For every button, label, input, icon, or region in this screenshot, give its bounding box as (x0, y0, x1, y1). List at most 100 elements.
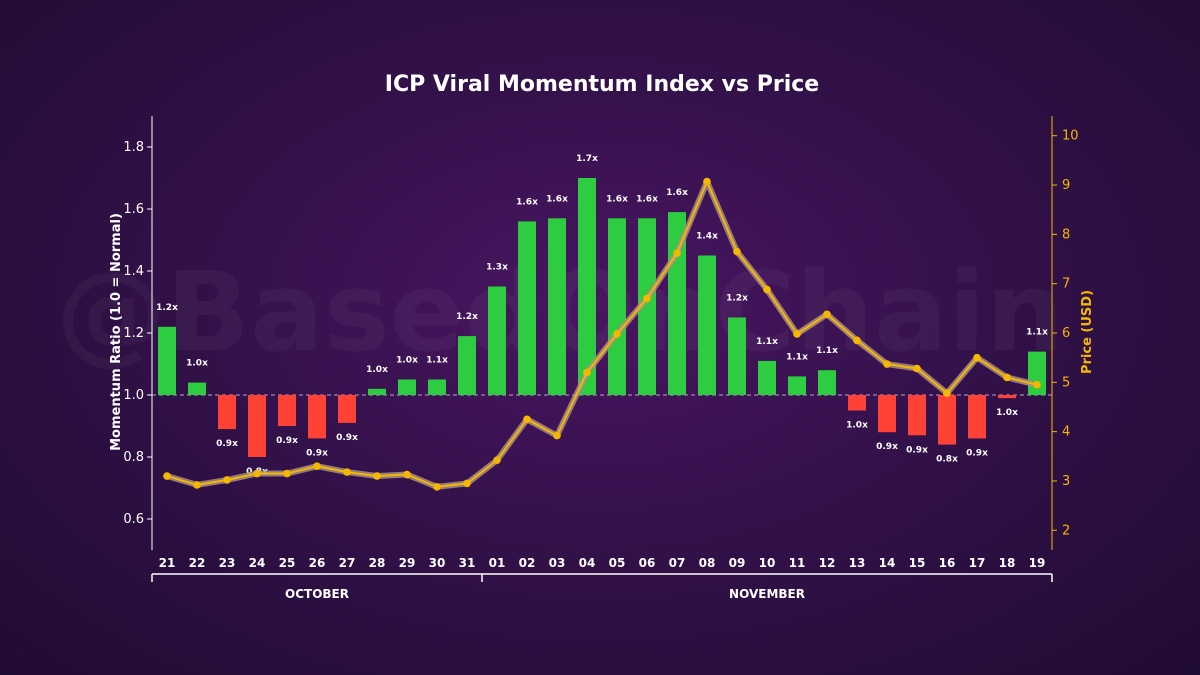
momentum-bar (428, 379, 446, 395)
momentum-bar (608, 218, 626, 395)
x-tick-label: 22 (189, 556, 206, 570)
price-point (1033, 380, 1041, 389)
y-right-tick-label: 5 (1062, 375, 1070, 390)
momentum-bar (848, 395, 866, 411)
bar-value-label: 1.0x (186, 359, 208, 369)
x-tick-label: 25 (279, 556, 296, 570)
price-point (673, 249, 681, 257)
momentum-bar (338, 395, 356, 423)
momentum-bar (488, 286, 506, 395)
y-axis-left-label: Momentum Ratio (1.0 = Normal) (109, 213, 124, 451)
x-tick-label: 28 (369, 556, 386, 570)
price-point (223, 476, 231, 484)
price-point (523, 415, 531, 424)
price-point (343, 468, 351, 476)
x-tick-label: 02 (519, 556, 536, 570)
x-tick-label: 14 (879, 556, 896, 570)
x-tick-label: 07 (669, 556, 686, 570)
y-left-tick-label: 0.8 (123, 450, 144, 465)
y-right-tick-label: 3 (1062, 474, 1070, 489)
bar-value-label: 1.2x (456, 312, 478, 322)
x-tick-label: 11 (789, 556, 806, 570)
momentum-bar (158, 326, 176, 395)
x-tick-label: 19 (1029, 556, 1046, 570)
x-tick-label: 03 (549, 556, 566, 570)
bar-value-label: 0.9x (276, 436, 298, 446)
x-tick-label: 06 (639, 556, 656, 570)
y-left-tick-label: 0.6 (123, 512, 144, 527)
price-point (163, 472, 171, 480)
bar-value-label: 1.6x (636, 194, 658, 204)
bar-value-label: 1.1x (786, 352, 808, 362)
y-right-tick-label: 6 (1062, 326, 1070, 341)
y-right-tick-label: 9 (1062, 178, 1070, 193)
bar-value-label: 0.9x (336, 433, 358, 443)
momentum-bar (728, 317, 746, 395)
y-axis-right-label: Price (USD) (1080, 290, 1095, 374)
price-point (1003, 373, 1011, 382)
y-right-tick-label: 8 (1062, 227, 1070, 242)
x-tick-label: 21 (159, 556, 176, 570)
bar-value-label: 0.9x (906, 445, 928, 455)
bar-value-label: 1.0x (996, 408, 1018, 418)
bar-value-label: 0.9x (216, 439, 238, 449)
momentum-bar (548, 218, 566, 395)
price-point (493, 456, 501, 465)
x-tick-label: 04 (579, 556, 596, 570)
y-right-tick-label: 2 (1062, 523, 1070, 538)
bar-value-label: 1.0x (396, 356, 418, 366)
momentum-bar (938, 395, 956, 445)
price-point (553, 431, 561, 440)
y-left-tick-label: 1.2 (123, 326, 144, 341)
momentum-bar (308, 395, 326, 439)
bar-value-label: 1.4x (696, 232, 718, 242)
x-tick-label: 10 (759, 556, 776, 570)
bar-value-label: 0.9x (876, 442, 898, 452)
price-point (733, 247, 741, 256)
momentum-bar (818, 370, 836, 395)
price-point (403, 470, 411, 479)
price-point (253, 469, 261, 478)
momentum-bar (278, 395, 296, 426)
x-tick-label: 08 (699, 556, 716, 570)
momentum-bar (698, 255, 716, 395)
price-point (883, 360, 891, 368)
bar-value-label: 1.1x (756, 337, 778, 347)
y-left-tick-label: 1.4 (123, 264, 144, 279)
momentum-bar (968, 395, 986, 439)
price-point (463, 479, 471, 488)
x-tick-label: 31 (459, 556, 476, 570)
bar-value-label: 1.2x (726, 294, 748, 304)
bar-value-label: 1.6x (546, 194, 568, 204)
bar-value-label: 1.0x (846, 421, 868, 431)
momentum-bar (218, 395, 236, 430)
x-tick-label: 18 (999, 556, 1016, 570)
momentum-bar (998, 395, 1016, 399)
x-tick-label: 15 (909, 556, 926, 570)
bar-value-label: 1.1x (426, 356, 448, 366)
momentum-bar (248, 395, 266, 457)
x-tick-label: 05 (609, 556, 626, 570)
momentum-bar (788, 376, 806, 395)
bar-value-label: 0.9x (306, 448, 328, 458)
bar-value-label: 1.6x (666, 188, 688, 198)
x-tick-label: 16 (939, 556, 956, 570)
y-right-tick-label: 10 (1062, 129, 1079, 144)
x-tick-label: 17 (969, 556, 986, 570)
x-tick-label: 26 (309, 556, 326, 570)
month-label: NOVEMBER (729, 587, 805, 601)
momentum-bar (518, 221, 536, 395)
x-tick-label: 09 (729, 556, 746, 570)
momentum-bar (908, 395, 926, 436)
price-point (613, 330, 621, 338)
price-point (793, 330, 801, 338)
bar-value-label: 1.1x (816, 346, 838, 356)
momentum-bar (398, 379, 416, 395)
bar-value-label: 1.3x (486, 263, 508, 273)
momentum-bar (458, 336, 476, 395)
price-point (973, 353, 981, 362)
x-tick-label: 29 (399, 556, 416, 570)
y-right-tick-label: 7 (1062, 277, 1070, 292)
momentum-bar (578, 178, 596, 395)
